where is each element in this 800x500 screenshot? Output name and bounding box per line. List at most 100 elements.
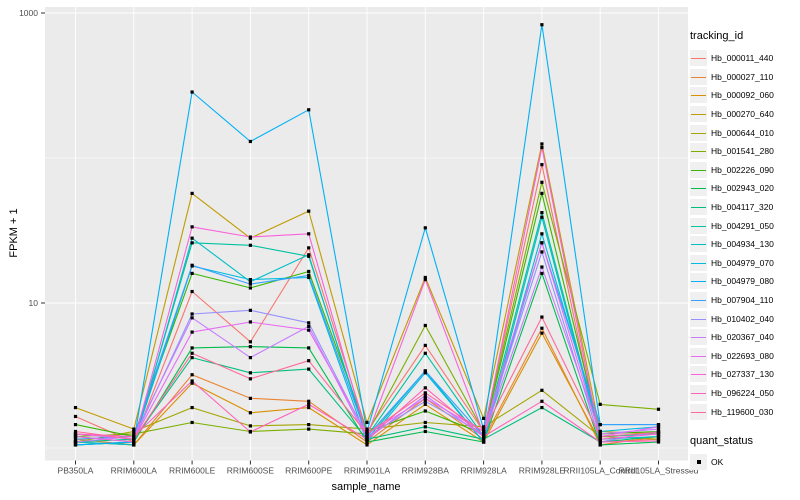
x-tick-label: RRII105LA_Control: [563, 466, 637, 476]
data-point: [248, 411, 252, 415]
legend-key-swatch: [690, 310, 707, 327]
black-square-point-icon: [696, 460, 701, 465]
legend-item-label: Hb_119600_030: [711, 406, 774, 417]
legend-item-Hb_000644_010: Hb_000644_010: [690, 123, 800, 142]
legend-item-Hb_004291_050: Hb_004291_050: [690, 216, 800, 235]
y-axis-title: FPKM + 1: [8, 208, 20, 258]
data-point: [132, 434, 136, 439]
panel-background: [45, 7, 688, 461]
legend-item-Hb_004117_320: Hb_004117_320: [690, 198, 800, 217]
data-point: [248, 371, 252, 375]
data-point: [73, 437, 78, 441]
legend-title-quant-status: quant_status: [690, 434, 753, 447]
data-point: [423, 393, 427, 398]
series-color-line-icon: [691, 58, 706, 60]
legend-key-swatch: [690, 68, 707, 85]
data-point: [365, 432, 369, 436]
data-point: [423, 409, 427, 413]
series-color-line-icon: [691, 132, 706, 134]
legend-title-tracking-id: tracking_id: [690, 30, 744, 42]
data-point: [190, 373, 194, 377]
data-point: [73, 423, 78, 427]
series-color-line-icon: [691, 151, 706, 153]
legend-key-swatch: [690, 106, 707, 123]
data-point: [540, 191, 544, 195]
data-point: [365, 429, 369, 434]
data-point: [190, 351, 194, 355]
legend-item-Hb_001541_280: Hb_001541_280: [690, 142, 800, 161]
data-point: [482, 425, 486, 429]
data-point: [423, 323, 427, 328]
legend-item-label: Hb_010402_040: [711, 313, 774, 324]
legend-item-label: Hb_002943_020: [711, 183, 774, 194]
legend-item-Hb_002943_020: Hb_002943_020: [690, 179, 800, 198]
data-point: [190, 241, 194, 245]
data-point: [190, 420, 194, 425]
data-point: [307, 273, 311, 278]
legend-item-label: Hb_027337_130: [711, 369, 774, 380]
data-point: [307, 346, 311, 350]
data-point: [132, 440, 136, 444]
data-point: [540, 232, 544, 236]
data-point: [248, 139, 252, 144]
legend-item-label: Hb_096224_050: [711, 387, 774, 398]
data-point: [190, 381, 194, 385]
data-point: [73, 405, 78, 410]
data-point: [307, 359, 311, 363]
data-point: [190, 289, 194, 294]
data-point: [307, 324, 311, 328]
data-point: [598, 432, 602, 436]
data-point: [656, 423, 661, 427]
x-tick-label: RRIM600SE: [227, 466, 275, 476]
legend-key-swatch: [690, 273, 707, 290]
legend-item-label: Hb_000027_110: [711, 71, 774, 82]
series-color-line-icon: [691, 392, 706, 394]
data-point: [423, 429, 427, 434]
legend-key-swatch: [690, 124, 707, 141]
data-point: [423, 275, 427, 280]
data-point: [423, 226, 427, 230]
data-point: [307, 328, 311, 332]
legend-item-label: Hb_000644_010: [711, 127, 774, 138]
legend-item-label: Hb_007904_110: [711, 295, 774, 306]
series-color-line-icon: [691, 95, 706, 97]
data-point: [423, 396, 427, 400]
data-point: [307, 321, 311, 325]
data-point: [248, 243, 252, 247]
legend-item-Hb_027337_130: Hb_027337_130: [690, 365, 800, 384]
data-point: [132, 443, 136, 447]
data-point: [248, 340, 252, 344]
legend-item-Hb_096224_050: Hb_096224_050: [690, 384, 800, 403]
x-tick-label: RRIM928LA: [460, 466, 507, 476]
data-point: [73, 443, 78, 447]
data-point: [248, 278, 252, 282]
data-point: [73, 434, 78, 439]
data-point: [132, 429, 136, 434]
data-point: [540, 23, 544, 27]
x-tick-label: RRIM928LE: [519, 466, 566, 476]
data-point: [132, 427, 136, 431]
legend-key-swatch: [690, 143, 707, 160]
legend-item-label: Hb_004934_130: [711, 239, 774, 250]
data-point: [423, 369, 427, 373]
data-point: [482, 416, 486, 421]
data-point: [656, 434, 661, 439]
series-color-line-icon: [691, 225, 706, 227]
data-point: [598, 402, 602, 406]
legend-item-Hb_000011_440: Hb_000011_440: [690, 49, 800, 68]
data-point: [307, 209, 311, 213]
legend-item-label: Hb_000092_060: [711, 90, 774, 101]
data-point: [248, 282, 252, 286]
data-point: [423, 343, 427, 348]
data-point: [307, 405, 311, 410]
data-point: [423, 402, 427, 406]
legend-item-Hb_004979_080: Hb_004979_080: [690, 272, 800, 291]
series-color-line-icon: [691, 411, 706, 413]
data-point: [190, 191, 194, 195]
series-color-line-icon: [691, 207, 706, 209]
data-point: [73, 432, 78, 436]
legend-key-swatch: [690, 161, 707, 178]
data-point: [540, 271, 544, 276]
